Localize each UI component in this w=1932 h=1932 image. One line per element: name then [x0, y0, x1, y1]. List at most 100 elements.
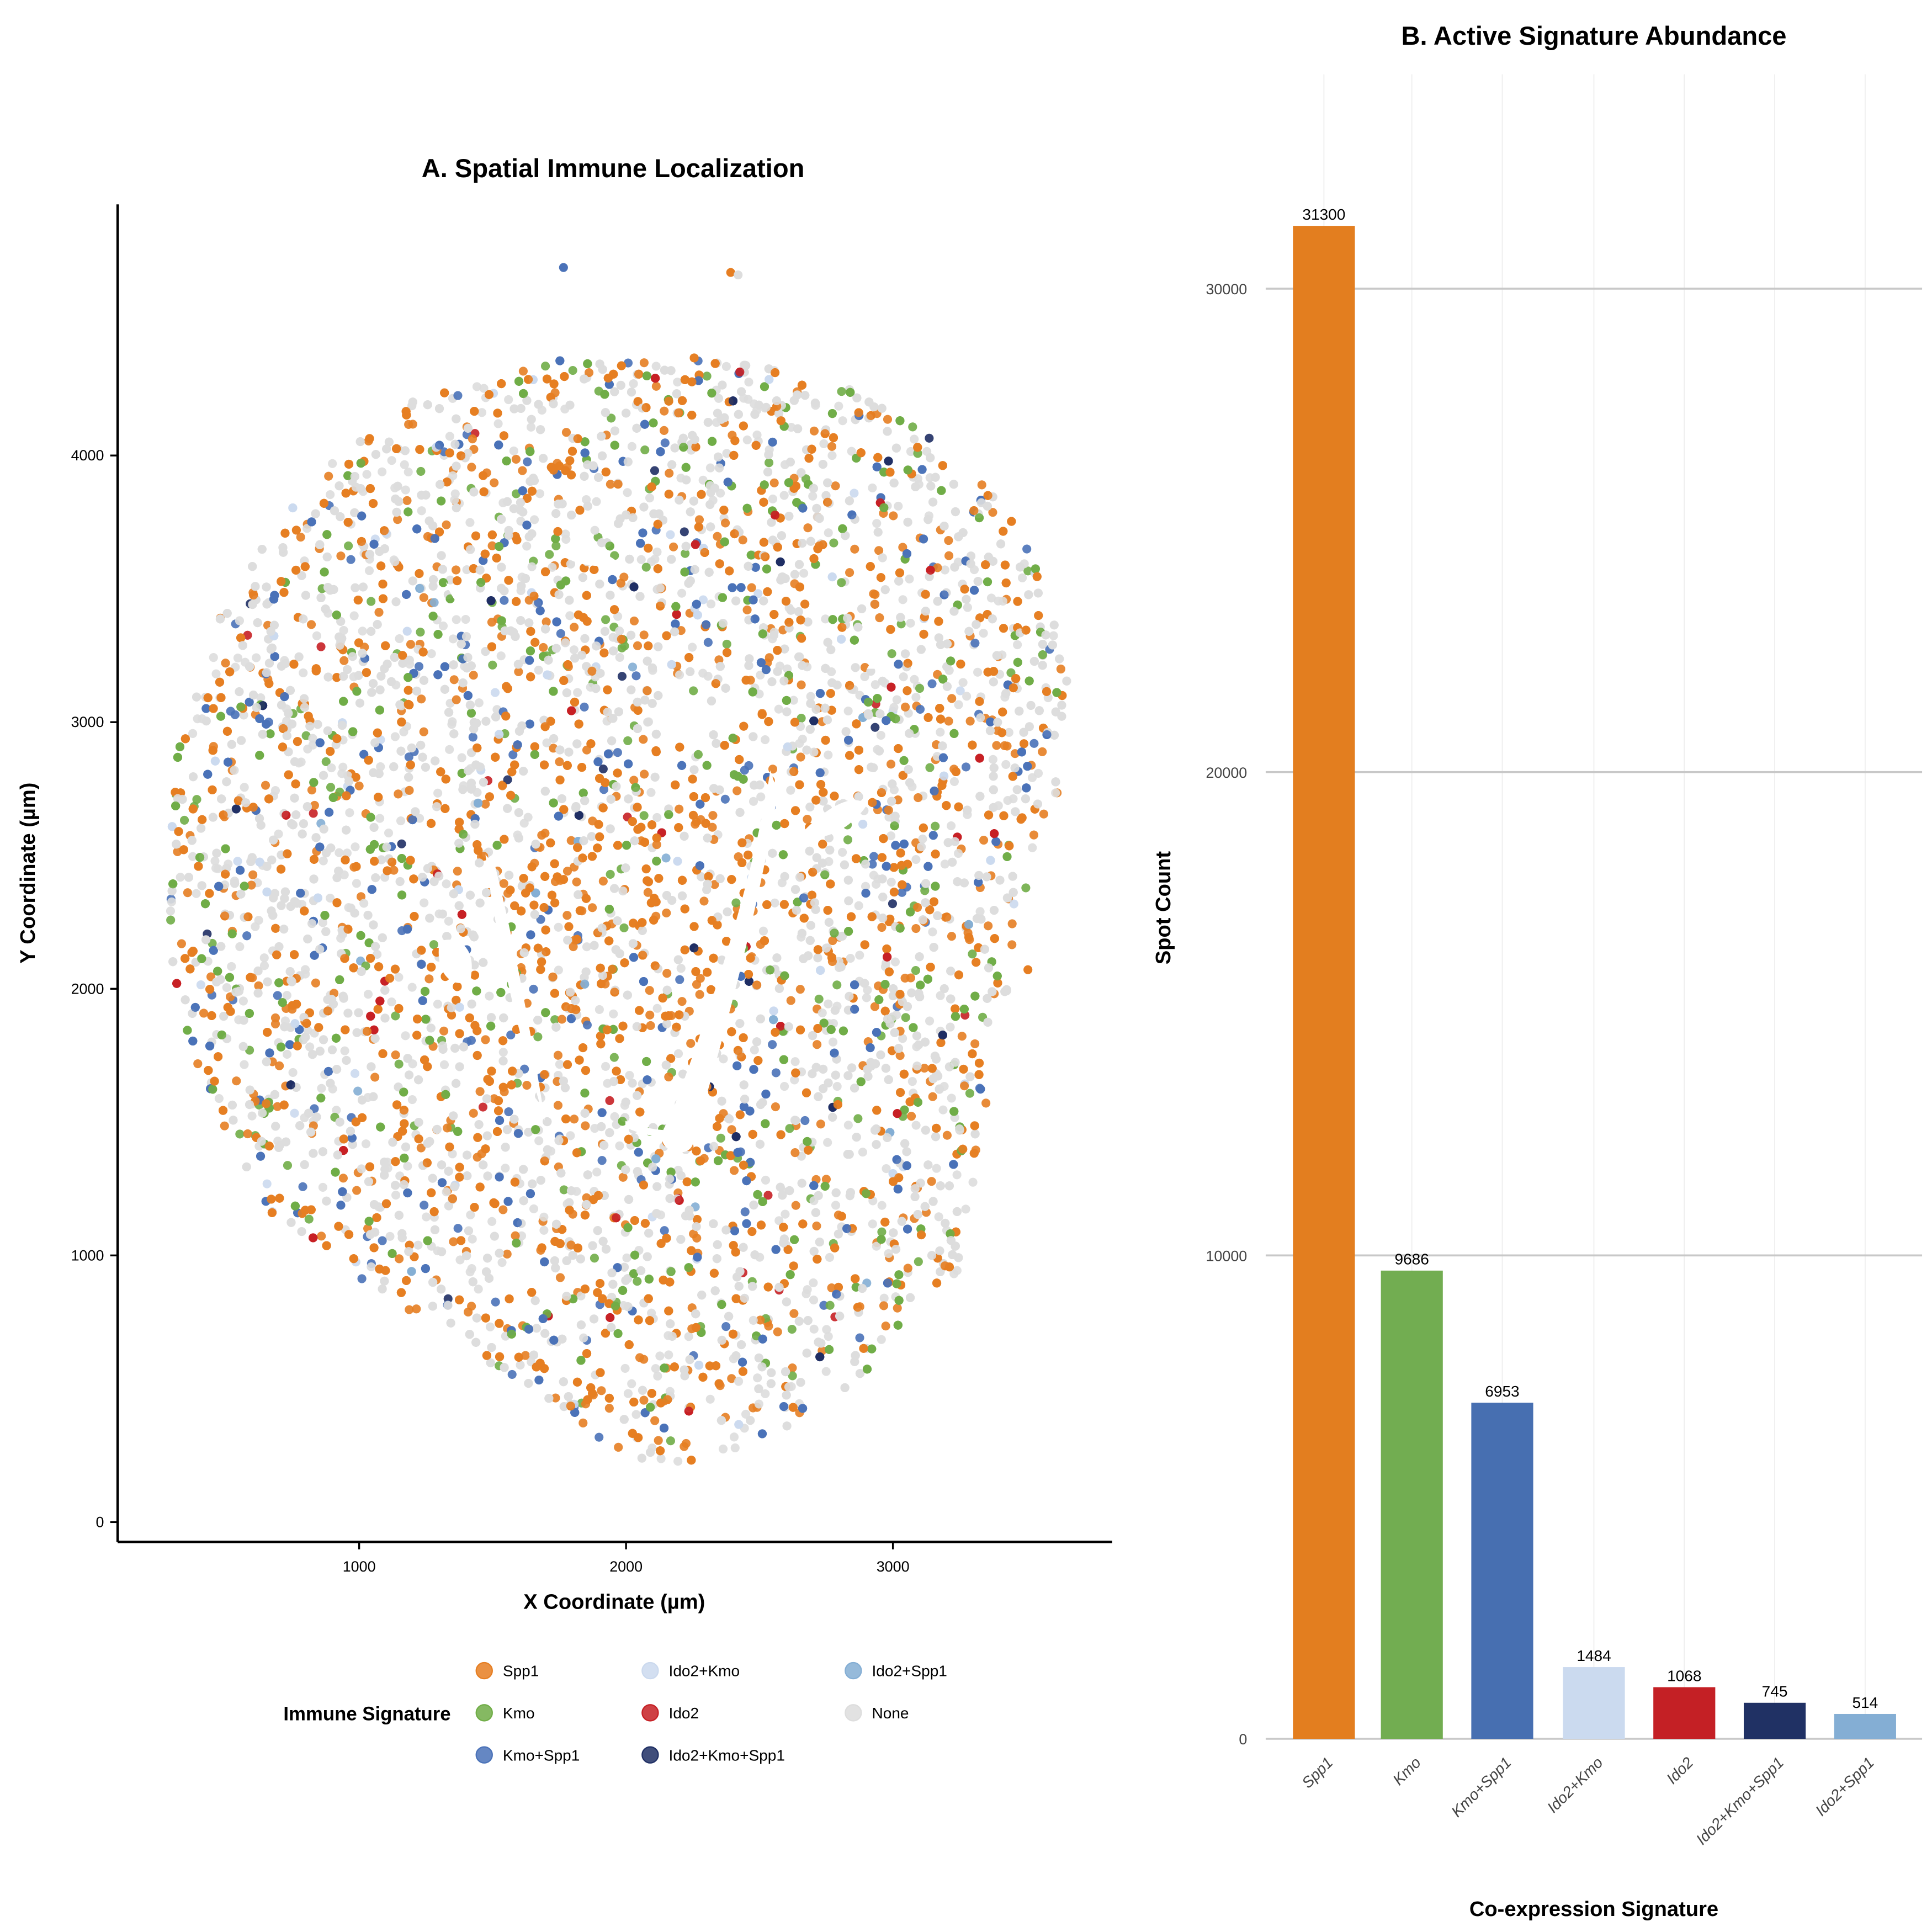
scatter-point	[758, 926, 768, 936]
scatter-point	[166, 915, 176, 925]
scatter-point	[816, 1119, 825, 1129]
scatter-point	[206, 972, 216, 981]
scatter-point	[565, 611, 575, 620]
scatter-point	[353, 1086, 363, 1096]
scatter-point	[404, 467, 413, 477]
scatter-point	[823, 1138, 832, 1147]
scatter-point	[555, 1273, 565, 1282]
scatter-point	[254, 981, 263, 990]
scatter-point	[211, 863, 221, 873]
scatter-point	[947, 932, 957, 941]
scatter-point	[335, 848, 344, 857]
scatter-point	[645, 1010, 655, 1020]
scatter-point	[542, 617, 551, 627]
scatter-point	[416, 1143, 426, 1153]
scatter-point	[633, 1277, 642, 1286]
scatter-point	[452, 615, 461, 624]
scatter-point	[708, 822, 717, 832]
scatter-point	[908, 422, 917, 432]
scatter-point	[357, 1274, 367, 1283]
scatter-point	[400, 460, 409, 469]
scatter-point	[918, 834, 927, 843]
scatter-point	[342, 848, 352, 858]
scatter-point	[825, 1252, 835, 1262]
scatter-point	[647, 557, 656, 566]
scatter-point	[350, 1069, 360, 1078]
scatter-point	[863, 985, 872, 995]
scatter-point	[511, 454, 521, 464]
scatter-point	[290, 1108, 299, 1118]
scatter-point	[819, 439, 829, 448]
scatter-point	[254, 916, 263, 925]
scatter-point	[335, 787, 344, 797]
scatter-point	[192, 795, 201, 804]
scatter-point	[675, 804, 684, 814]
scatter-point	[768, 1040, 777, 1049]
scatter-point	[619, 572, 629, 582]
scatter-point	[1049, 631, 1058, 640]
scatter-point	[316, 642, 326, 651]
scatter-point	[394, 973, 404, 982]
scatter-point	[713, 532, 722, 541]
scatter-point	[800, 1116, 810, 1126]
scatter-point	[466, 1036, 476, 1045]
scatter-point	[809, 1278, 818, 1287]
scatter-point	[639, 735, 648, 744]
scatter-point	[965, 1089, 975, 1098]
scatter-point	[1000, 741, 1009, 750]
scatter-point	[636, 555, 646, 564]
scatter-point	[853, 1114, 863, 1123]
scatter-point	[652, 1004, 662, 1013]
scatter-point	[677, 588, 687, 598]
scatter-point	[397, 839, 406, 848]
scatter-point	[230, 710, 240, 719]
scatter-point	[954, 700, 963, 709]
scatter-point	[888, 899, 898, 909]
scatter-point	[797, 713, 806, 723]
scatter-point	[720, 794, 730, 804]
scatter-point	[869, 852, 879, 861]
scatter-point	[639, 811, 649, 820]
scatter-point	[613, 612, 623, 621]
scatter-point	[402, 496, 412, 505]
scatter-point	[502, 1249, 512, 1259]
scatter-point	[597, 1386, 606, 1395]
scatter-point	[646, 1021, 655, 1030]
scatter-point	[352, 879, 362, 888]
scatter-point	[346, 555, 355, 564]
scatter-point	[720, 518, 730, 528]
scatter-point	[709, 1142, 719, 1151]
scatter-point	[504, 1107, 513, 1117]
scatter-point	[449, 675, 459, 684]
scatter-point	[968, 1177, 978, 1187]
scatter-point	[522, 542, 532, 551]
scatter-point	[235, 942, 245, 952]
scatter-point	[604, 1404, 614, 1413]
scatter-point	[533, 1032, 543, 1042]
scatter-point	[221, 659, 230, 668]
scatter-point	[487, 541, 497, 550]
scatter-point	[733, 786, 742, 795]
scatter-point	[416, 466, 426, 476]
scatter-point	[622, 1253, 631, 1262]
scatter-point	[615, 627, 624, 636]
scatter-point	[498, 1205, 508, 1214]
scatter-point	[529, 1204, 539, 1214]
scatter-point	[812, 1221, 821, 1231]
scatter-point	[855, 951, 864, 960]
scatter-point	[485, 991, 494, 1001]
scatter-point	[879, 1301, 889, 1310]
scatter-point	[488, 660, 497, 670]
scatter-point	[199, 1009, 209, 1018]
scatter-point	[362, 470, 371, 479]
scatter-point	[954, 848, 963, 858]
scatter-point	[420, 1201, 429, 1210]
scatter-point	[886, 831, 896, 841]
scatter-point	[763, 1191, 773, 1200]
scatter-point	[662, 908, 671, 918]
scatter-point	[493, 419, 503, 428]
scatter-point	[896, 619, 906, 629]
scatter-point	[790, 1057, 800, 1066]
scatter-point	[627, 1379, 636, 1388]
scatter-point	[466, 1210, 475, 1220]
